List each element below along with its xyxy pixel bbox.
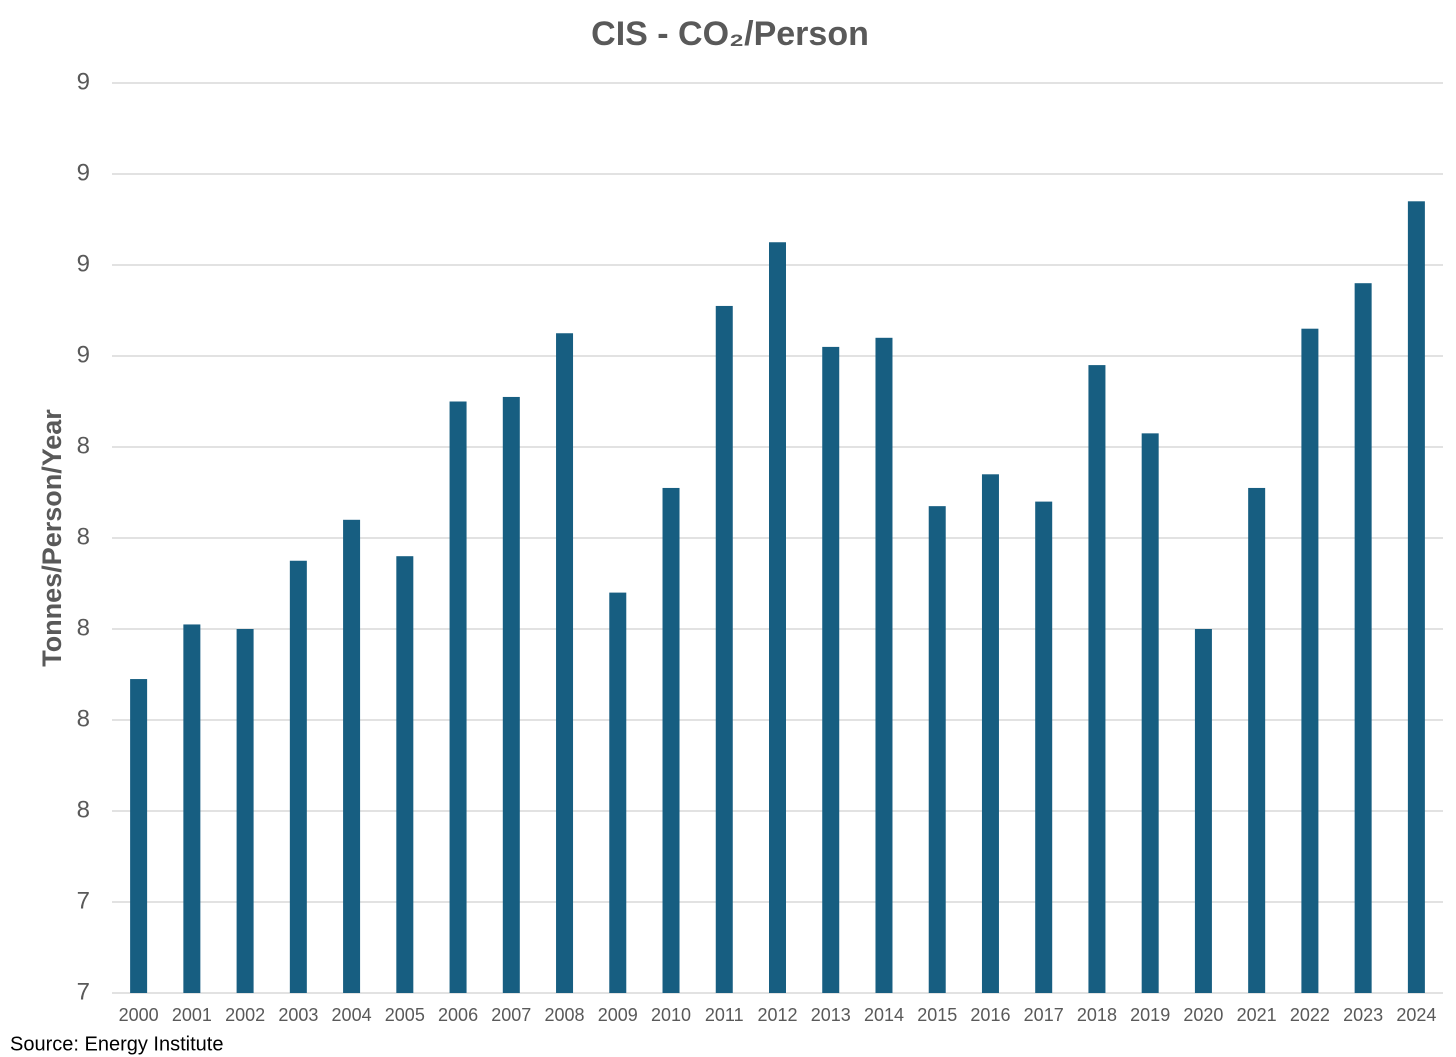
x-tick-label: 2008: [545, 1005, 585, 1025]
bar: [715, 305, 733, 993]
x-tick-label: 2006: [438, 1005, 478, 1025]
bar: [1088, 365, 1106, 994]
x-tick-label: 2010: [651, 1005, 691, 1025]
x-tick-label: 2007: [491, 1005, 531, 1025]
x-tick-label: 2013: [811, 1005, 851, 1025]
x-tick-label: 2018: [1077, 1005, 1117, 1025]
y-tick-label: 9: [77, 159, 90, 186]
bar: [1141, 433, 1159, 994]
y-tick-label: 8: [77, 523, 90, 550]
bar: [130, 679, 148, 993]
y-tick-label: 8: [77, 705, 90, 732]
x-tick-label: 2021: [1237, 1005, 1277, 1025]
bar: [236, 629, 254, 993]
bar: [396, 556, 414, 993]
y-tick-label: 9: [77, 250, 90, 277]
bar: [769, 242, 786, 993]
y-tick-label: 8: [77, 614, 90, 641]
bar: [1407, 201, 1425, 994]
x-tick-label: 2012: [757, 1005, 797, 1025]
x-tick-label: 2020: [1183, 1005, 1223, 1025]
bar: [1301, 328, 1319, 993]
bar: [183, 624, 201, 993]
source: Source: Energy Institute: [10, 1033, 223, 1055]
y-tick-label: 8: [77, 796, 90, 823]
x-tick-label: 2002: [225, 1005, 265, 1025]
x-tick-label: 2011: [705, 1005, 744, 1025]
x-tick-label: 2023: [1343, 1005, 1383, 1025]
x-tick-label: 2017: [1024, 1005, 1064, 1025]
bar: [981, 474, 999, 993]
x-tick-label: 2015: [917, 1005, 957, 1025]
x-tick-label: 2019: [1130, 1005, 1170, 1025]
bar: [1194, 629, 1212, 993]
x-tick-label: 2014: [864, 1005, 904, 1025]
x-tick-label: 2009: [598, 1005, 638, 1025]
bar: [343, 519, 361, 993]
bar: [556, 333, 574, 993]
bar: [1035, 501, 1053, 993]
bar: [289, 560, 307, 993]
x-tick-label: 2003: [278, 1005, 318, 1025]
y-tick-label: 7: [77, 978, 90, 1005]
bar: [449, 401, 467, 993]
bar: [1248, 487, 1266, 993]
bar: [609, 592, 627, 993]
bar: [1354, 283, 1372, 993]
bar: [822, 346, 840, 993]
x-tick-label: 2016: [970, 1005, 1010, 1025]
bar: [875, 337, 893, 993]
x-tick-label: 2024: [1396, 1005, 1436, 1025]
y-axis-label: Tonnes/Person/Year: [37, 409, 67, 667]
bar: [928, 506, 946, 993]
y-tick-label: 9: [77, 341, 90, 368]
chart-title: CIS - CO₂/Person: [591, 15, 869, 53]
y-tick-label: 9: [77, 68, 90, 95]
y-tick-label: 8: [77, 432, 90, 459]
y-tick-label: 7: [77, 887, 90, 914]
x-tick-label: 2005: [385, 1005, 425, 1025]
x-tick-label: 2000: [119, 1005, 159, 1025]
x-tick-label: 2004: [332, 1005, 372, 1025]
bar: [662, 487, 680, 993]
x-tick-label: 2022: [1290, 1005, 1330, 1025]
x-tick-label: 2001: [172, 1005, 212, 1025]
bar: [502, 396, 520, 993]
